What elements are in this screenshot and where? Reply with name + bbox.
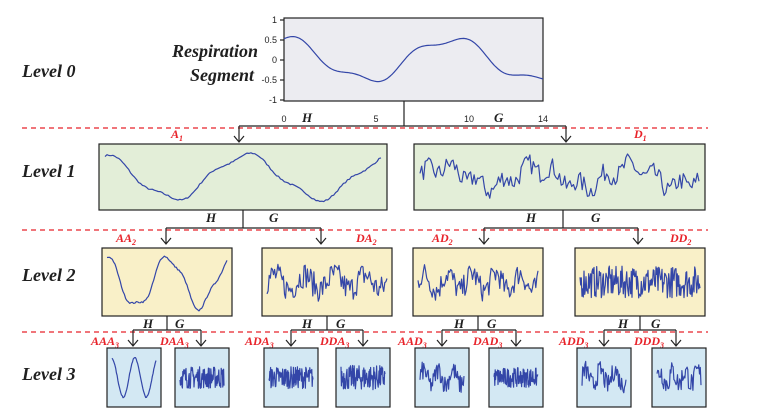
label-DDA3: DDA3 [319,334,349,350]
y-tick-label: -0.5 [261,75,277,85]
filter-high-A1: G [269,210,279,225]
trace-AD2 [417,264,539,302]
level-label-2: Level 2 [21,265,75,285]
y-tick-label: 1 [272,15,277,25]
root-filter-low: H [301,110,313,125]
level-label-3: Level 3 [21,364,75,384]
trace-AA2 [106,255,228,312]
trace-DAA3 [179,366,225,389]
label-ADA3: ADA3 [244,334,274,350]
trace-ADD3 [581,360,627,394]
root-title-line1: Respiration [171,41,258,61]
y-tick-label: 0.5 [264,35,277,45]
label-DDD3: DDD3 [633,334,664,350]
x-tick-label: 10 [464,114,474,124]
label-AA2: AA2 [115,231,136,247]
filter-low-A1: H [205,210,217,225]
filter-high-AD2: G [487,316,497,331]
plot-AAA3 [106,347,162,408]
trace-DA2 [266,263,388,302]
trace-DD2 [579,265,701,299]
root-x-axis: 0 5 10 14 [281,114,548,124]
level-label-0: Level 0 [21,61,75,81]
y-tick-label: -1 [269,95,277,105]
y-tick-label: 0 [272,55,277,65]
filter-low-AD2: H [453,316,465,331]
root-signal-plot [283,17,544,102]
x-tick-label: 0 [281,114,286,124]
connector-DD2 [598,316,682,347]
trace-DAD3 [493,367,539,388]
label-DAD3: DAD3 [472,334,502,350]
filter-high-AA2: G [175,316,185,331]
root-title-line2: Segment [190,65,255,85]
trace-D1 [419,153,700,199]
label-DAA3: DAA3 [159,334,189,350]
plot-A1 [98,143,388,211]
root-filter-high: G [494,110,504,125]
filter-high-D1: G [591,210,601,225]
trace-DDA3 [340,364,386,391]
connector-DA2 [285,316,369,347]
label-D1: D1 [633,127,647,143]
label-AAA3: AAA3 [90,334,119,350]
x-tick-label: 5 [373,114,378,124]
label-AAD3: AAD3 [397,334,427,350]
connector-AA2 [127,316,207,347]
root-connector [233,101,572,143]
root-y-axis: 1 0.5 0 -0.5 -1 [261,15,284,105]
filter-low-DD2: H [617,316,629,331]
filter-low-AA2: H [142,316,154,331]
trace-AAD3 [419,361,465,393]
plot-DA2 [261,247,393,317]
filter-high-DD2: G [651,316,661,331]
label-ADD3: ADD3 [558,334,588,350]
label-DD2: DD2 [669,231,691,247]
filter-high-DA2: G [336,316,346,331]
trace-A1 [104,152,382,203]
trace-AAA3 [111,357,157,399]
filter-low-D1: H [525,210,537,225]
connector-AD2 [436,316,522,347]
connector-D1 [478,210,644,245]
trace-ADA3 [268,366,314,390]
label-A1: A1 [170,127,183,143]
level-label-1: Level 1 [21,161,75,181]
filter-low-DA2: H [301,316,313,331]
plot-DDD3 [651,347,707,408]
root-signal-trace [283,36,544,83]
level-separators [22,127,708,333]
plot-AA2 [101,247,233,317]
trace-DDD3 [656,362,702,392]
connector-A1 [160,210,327,245]
x-tick-label: 14 [538,114,548,124]
label-DA2: DA2 [355,231,377,247]
label-AD2: AD2 [431,231,453,247]
